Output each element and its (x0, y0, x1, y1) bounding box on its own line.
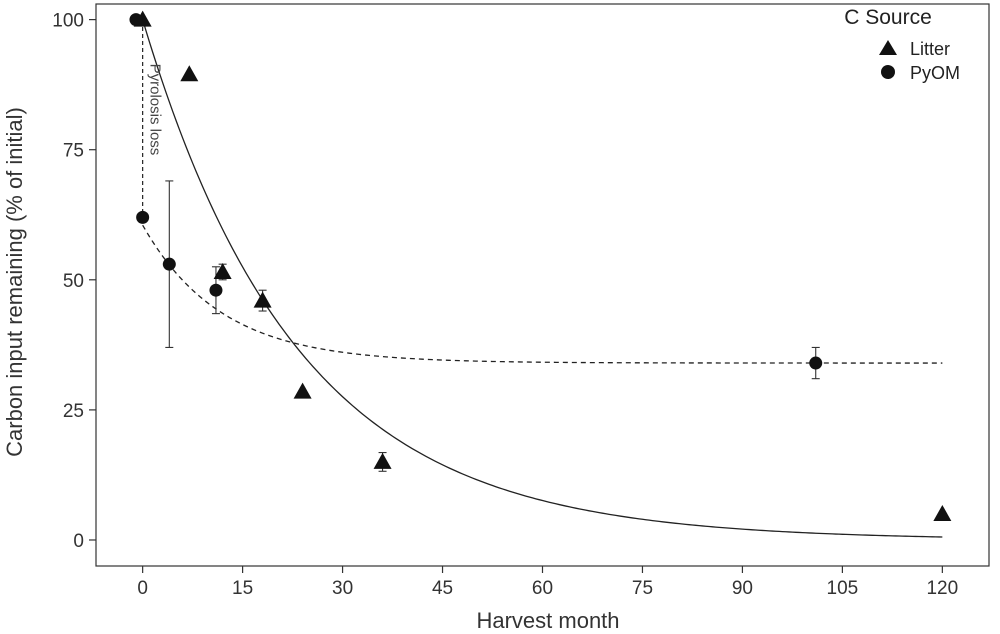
y-tick-label: 75 (63, 141, 84, 162)
legend: C Source Litter PyOM (844, 6, 960, 83)
litter-point (933, 504, 952, 521)
x-tick-label: 75 (632, 578, 653, 599)
litter-point (180, 65, 199, 82)
legend-litter-triangle-icon (879, 40, 897, 55)
x-tick-label: 0 (137, 578, 148, 599)
pyrolosis-loss-bracket (135, 19, 144, 218)
x-axis-title: Harvest month (476, 608, 619, 633)
legend-title: C Source (844, 6, 932, 29)
annotations: Pyrolosis loss (135, 19, 164, 218)
y-tick-label: 100 (52, 11, 84, 32)
axes: 0 15 30 45 60 75 90 105 120 0 25 50 75 100 (52, 11, 958, 599)
pyom-point (809, 356, 823, 370)
litter-point (253, 291, 272, 308)
pyom-point (129, 13, 143, 27)
legend-label-litter: Litter (910, 39, 950, 59)
pyom-point (209, 283, 223, 297)
pyom-point (162, 257, 176, 271)
litter-point (373, 452, 392, 469)
x-tick-label: 90 (732, 578, 753, 599)
x-tick-label: 30 (332, 578, 353, 599)
error-bars (165, 180, 820, 472)
y-axis-title: Carbon input remaining (% of initial) (2, 107, 27, 457)
y-tick-label: 0 (73, 531, 84, 552)
y-tick-label: 25 (63, 401, 84, 422)
plot-frame (95, 3, 990, 567)
litter-point (293, 382, 312, 399)
legend-label-pyom: PyOM (910, 63, 960, 83)
x-tick-label: 120 (926, 578, 958, 599)
y-tick-label: 50 (63, 271, 84, 292)
fit-curve-litter (142, 19, 943, 538)
annotation-pyrolosis-loss: Pyrolosis loss (147, 64, 164, 156)
x-tick-label: 105 (827, 578, 859, 599)
x-tick-label: 60 (532, 578, 553, 599)
fit-curve-pyom (142, 224, 943, 364)
x-tick-label: 45 (432, 578, 453, 599)
pyom-point (136, 210, 150, 224)
litter-point (213, 262, 232, 279)
legend-pyom-circle-icon (881, 65, 895, 79)
data-points (129, 10, 952, 521)
x-tick-label: 15 (232, 578, 253, 599)
fit-curves (142, 19, 943, 538)
